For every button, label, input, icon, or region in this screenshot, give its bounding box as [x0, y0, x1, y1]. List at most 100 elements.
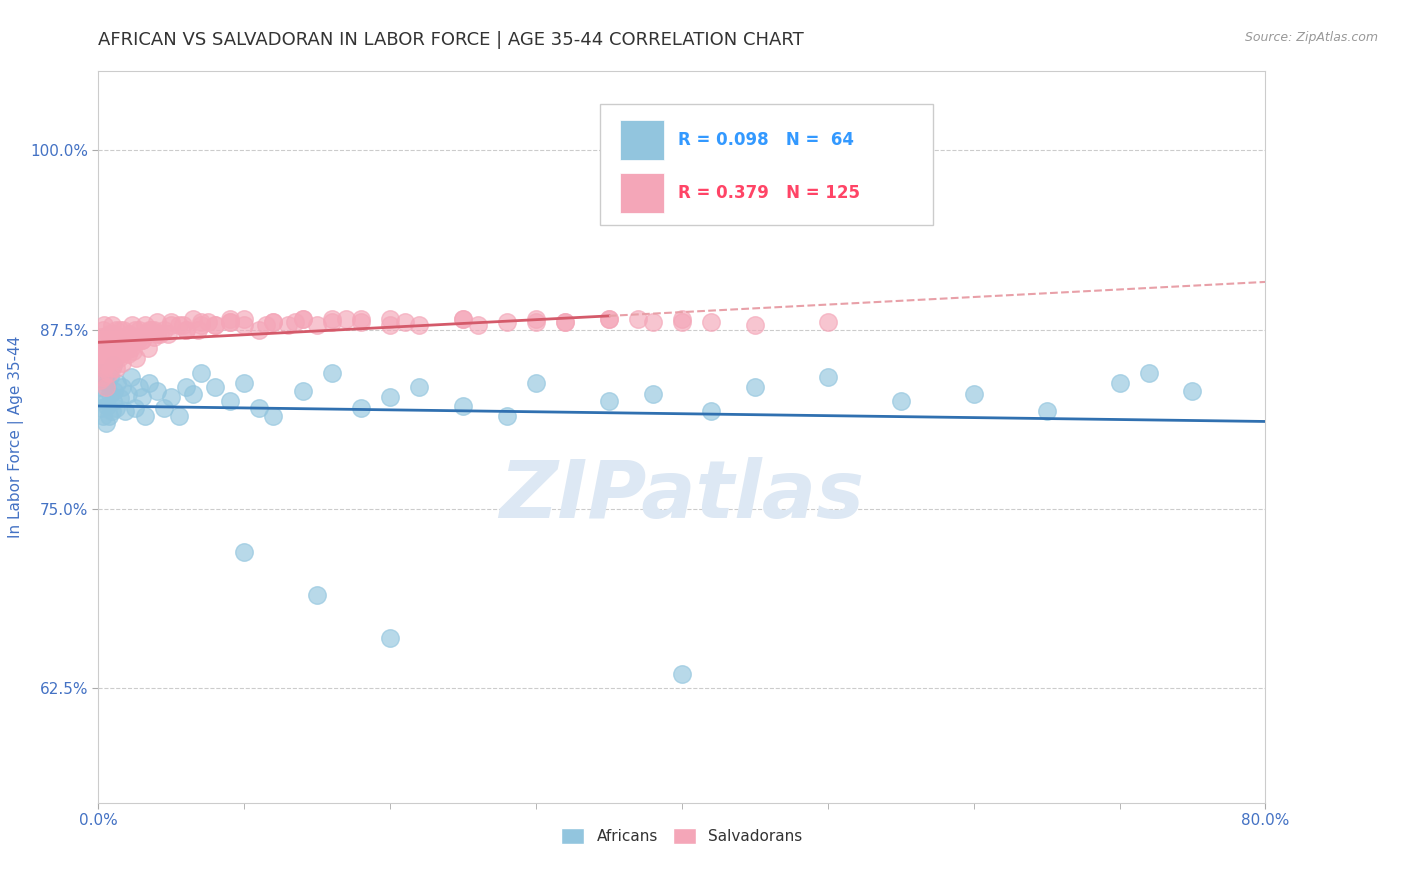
FancyBboxPatch shape — [620, 173, 665, 213]
Point — [103, 384, 125, 399]
Point — [204, 318, 226, 333]
Point — [96, 333, 118, 347]
Point — [218, 315, 240, 329]
Point — [100, 318, 122, 333]
Point — [190, 366, 212, 380]
Text: R = 0.098   N =  64: R = 0.098 N = 64 — [679, 130, 855, 149]
Point — [91, 409, 114, 423]
Point — [671, 312, 693, 326]
Point — [641, 315, 664, 329]
Point — [103, 351, 125, 366]
Point — [96, 399, 118, 413]
Point — [291, 312, 314, 326]
Point — [190, 315, 212, 329]
Point — [131, 390, 153, 404]
Point — [124, 401, 146, 416]
Point — [93, 344, 115, 359]
Point — [172, 318, 194, 333]
Point — [817, 369, 839, 384]
Point — [138, 322, 160, 336]
Point — [97, 366, 120, 380]
Point — [128, 329, 150, 343]
Point — [134, 318, 156, 333]
Point — [117, 347, 139, 361]
Point — [93, 373, 115, 387]
Point — [167, 409, 190, 423]
Point — [167, 318, 190, 333]
Point — [89, 351, 111, 366]
Point — [1181, 384, 1204, 399]
Point — [91, 369, 114, 384]
Point — [131, 333, 153, 347]
Point — [89, 380, 111, 394]
Point — [128, 322, 150, 336]
Point — [139, 322, 162, 336]
Point — [111, 380, 134, 394]
Point — [101, 344, 124, 359]
Legend: Africans, Salvadorans: Africans, Salvadorans — [555, 822, 808, 850]
Point — [93, 318, 115, 333]
Point — [122, 344, 145, 359]
Point — [110, 347, 132, 361]
Point — [321, 315, 343, 329]
Point — [598, 394, 620, 409]
Point — [408, 380, 430, 394]
Point — [451, 312, 474, 326]
Point — [101, 326, 124, 341]
Point — [96, 329, 118, 343]
Point — [350, 401, 373, 416]
Point — [97, 341, 120, 355]
Point — [90, 347, 112, 361]
Point — [218, 315, 240, 329]
Point — [97, 326, 120, 341]
Point — [174, 380, 197, 394]
Point — [94, 416, 117, 430]
Point — [181, 387, 204, 401]
FancyBboxPatch shape — [600, 104, 932, 225]
Point — [284, 315, 307, 329]
Point — [110, 333, 132, 347]
Point — [496, 315, 519, 329]
Point — [380, 631, 402, 645]
Point — [93, 361, 115, 376]
Point — [321, 366, 343, 380]
Point — [146, 326, 169, 341]
Point — [115, 329, 138, 343]
Point — [121, 318, 143, 333]
Point — [142, 322, 165, 336]
Point — [394, 315, 416, 329]
Point — [671, 666, 693, 681]
Point — [103, 351, 125, 366]
Point — [204, 380, 226, 394]
Point — [671, 315, 693, 329]
Point — [307, 588, 329, 602]
Point — [627, 312, 650, 326]
Text: ZIPatlas: ZIPatlas — [499, 457, 865, 534]
Point — [380, 312, 402, 326]
Point — [467, 318, 489, 333]
Point — [104, 401, 127, 416]
Point — [233, 376, 256, 390]
Point — [98, 347, 121, 361]
Point — [598, 312, 620, 326]
Point — [105, 341, 128, 355]
Point — [233, 545, 256, 559]
Point — [101, 326, 124, 341]
Point — [174, 322, 197, 336]
Point — [744, 318, 766, 333]
Point — [307, 318, 329, 333]
Point — [96, 355, 118, 369]
Point — [98, 336, 121, 351]
Point — [90, 401, 112, 416]
Point — [247, 401, 270, 416]
Point — [98, 369, 121, 384]
Point — [233, 312, 256, 326]
Point — [598, 312, 620, 326]
Point — [110, 322, 132, 336]
Point — [817, 315, 839, 329]
Point — [105, 376, 128, 390]
Point — [291, 312, 314, 326]
Point — [262, 409, 284, 423]
Point — [1137, 366, 1160, 380]
Point — [117, 329, 139, 343]
